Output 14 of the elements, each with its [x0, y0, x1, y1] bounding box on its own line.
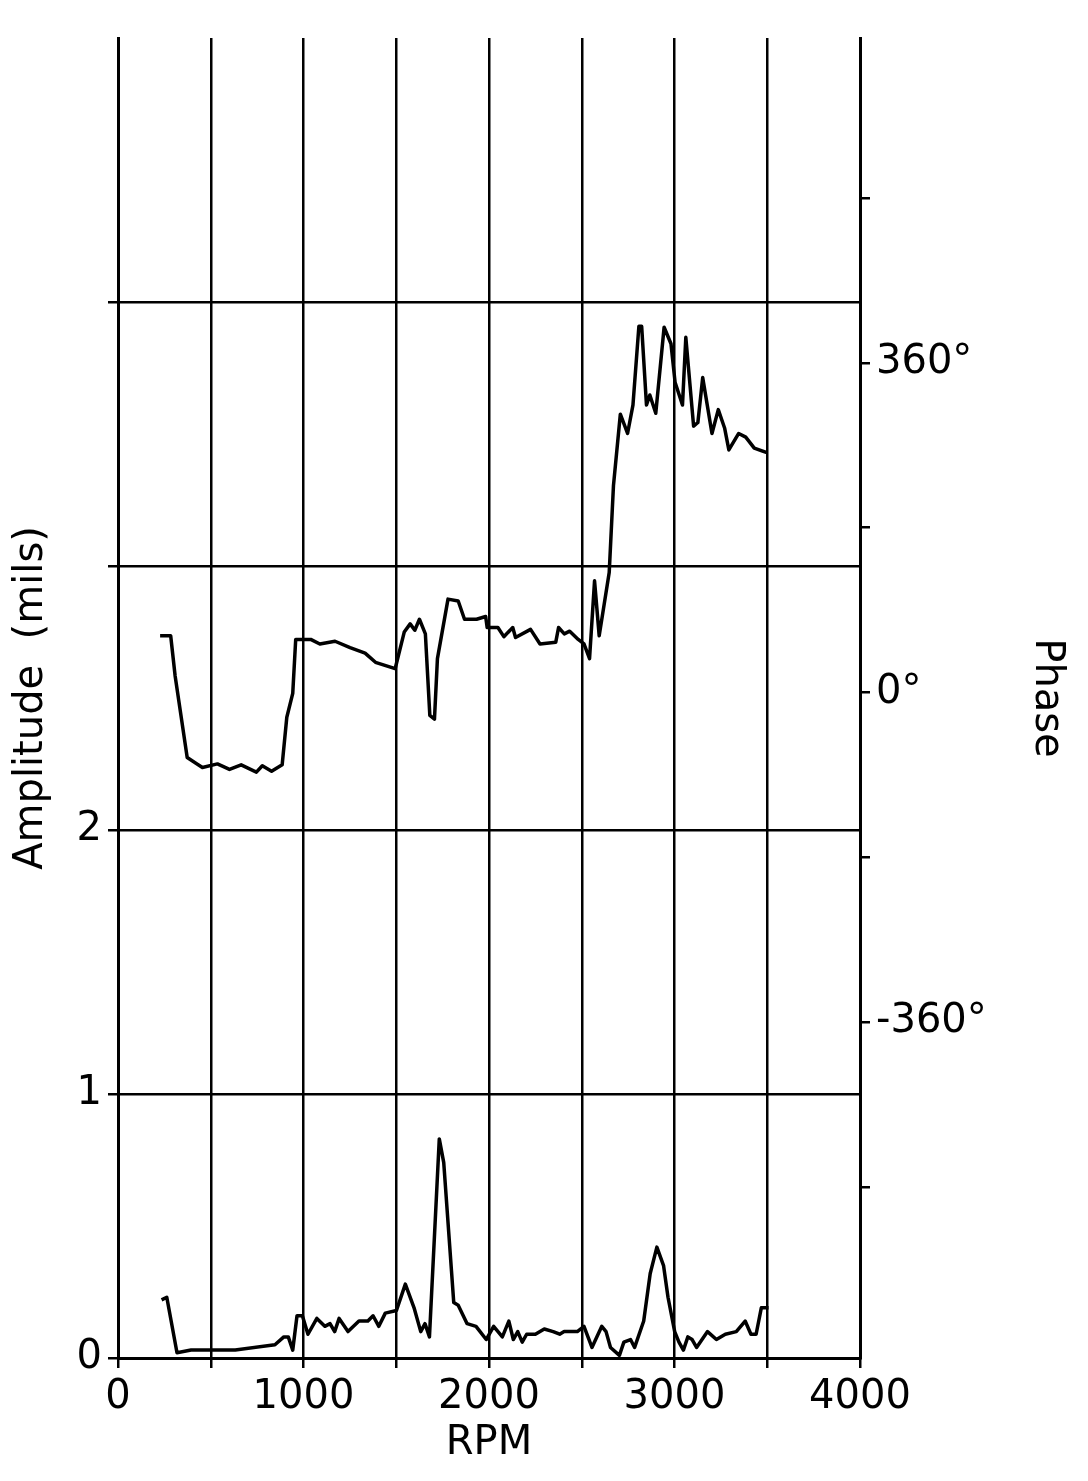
y-axis-title: Amplitude (mils) — [5, 526, 52, 870]
y2-tick-label: -360° — [876, 995, 987, 1042]
y2-axis-title: Phase — [1026, 638, 1073, 758]
x-tick-label: 4000 — [809, 1371, 911, 1418]
x-tick-label: 0 — [105, 1371, 131, 1418]
x-axis-title: RPM — [445, 1417, 533, 1464]
y2-tick-label: 360° — [876, 336, 973, 383]
x-tick-label: 2000 — [438, 1371, 540, 1418]
x-tick-label: 1000 — [252, 1371, 355, 1418]
x-tick-label: 3000 — [623, 1371, 726, 1418]
y-tick-label: 2 — [76, 803, 102, 850]
y-tick-label: 1 — [76, 1067, 102, 1114]
y2-tick-label: 0° — [876, 665, 922, 712]
y-tick-label: 0 — [76, 1331, 102, 1378]
